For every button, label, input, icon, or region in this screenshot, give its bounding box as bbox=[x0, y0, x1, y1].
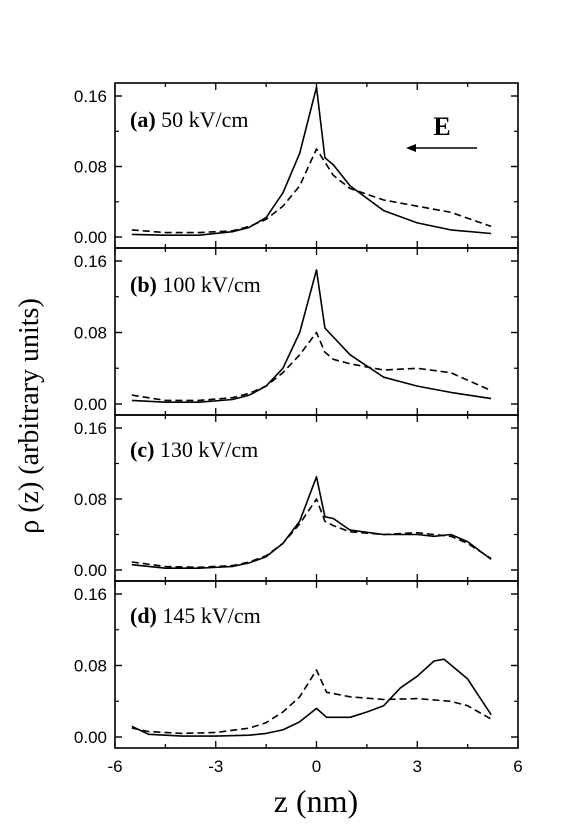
panel-b: 0.00 0.08 0.16 (b) 100 kV/cm bbox=[74, 247, 519, 416]
x-tick-label: -6 bbox=[107, 757, 122, 776]
panel-label: (b) 100 kV/cm bbox=[130, 272, 261, 297]
series-line-dashed bbox=[131, 498, 492, 569]
series-line-solid bbox=[131, 475, 492, 570]
panel-letter: (b) bbox=[130, 272, 157, 297]
field-strength-label: 50 kV/cm bbox=[156, 107, 249, 132]
y-tick-label: 0.08 bbox=[74, 324, 107, 343]
y-tick-label: 0.00 bbox=[74, 728, 107, 747]
x-tick-label: 0 bbox=[312, 757, 321, 776]
panel-label: (c) 130 kV/cm bbox=[130, 437, 258, 462]
series-line-solid bbox=[131, 269, 492, 404]
series-line-dashed bbox=[131, 331, 492, 402]
field-arrow-head bbox=[406, 144, 416, 152]
field-strength-label: 145 kV/cm bbox=[157, 603, 261, 628]
x-tick-label: 6 bbox=[513, 757, 522, 776]
y-tick-label: 0.16 bbox=[74, 419, 107, 438]
panel-letter: (c) bbox=[130, 437, 154, 462]
y-tick-label: 0.16 bbox=[74, 585, 107, 604]
series-line-solid bbox=[131, 86, 492, 236]
panel-letter: (a) bbox=[130, 107, 156, 132]
panel-d: 0.00 0.08 0.16 (d) 145 kV/cm -6 -3 0 3 6 bbox=[74, 580, 523, 776]
series-line-dashed bbox=[131, 148, 492, 234]
y-tick-label: 0.08 bbox=[74, 490, 107, 509]
y-tick-label: 0.00 bbox=[74, 395, 107, 414]
y-tick-label: 0.16 bbox=[74, 87, 107, 106]
x-axis-label: z (nm) bbox=[274, 783, 358, 819]
panel-label: (d) 145 kV/cm bbox=[130, 603, 261, 628]
y-tick-label: 0.00 bbox=[74, 561, 107, 580]
y-tick-label: 0.00 bbox=[74, 228, 107, 247]
series-line-solid bbox=[131, 658, 492, 737]
panel-letter: (d) bbox=[130, 603, 157, 628]
x-tick-label: -3 bbox=[208, 757, 223, 776]
field-strength-label: 130 kV/cm bbox=[154, 437, 258, 462]
x-tick-label: 3 bbox=[413, 757, 422, 776]
series-line-dashed bbox=[131, 669, 492, 735]
panel-label: (a) 50 kV/cm bbox=[130, 107, 249, 132]
panel-c: 0.00 0.08 0.16 (c) 130 kV/cm bbox=[74, 414, 519, 582]
y-axis-label: ρ (z) (arbitrary units) bbox=[14, 298, 45, 534]
panels: 0.00 0.08 0.16 (a) 50 kV/cm E 0.00 0.08 0.16 (b)… bbox=[74, 82, 523, 776]
field-direction-label: E bbox=[433, 112, 450, 141]
y-tick-label: 0.08 bbox=[74, 158, 107, 177]
panel-a: 0.00 0.08 0.16 (a) 50 kV/cm E bbox=[74, 82, 519, 249]
y-tick-label: 0.16 bbox=[74, 252, 107, 271]
y-tick-label: 0.08 bbox=[74, 657, 107, 676]
field-strength-label: 100 kV/cm bbox=[157, 272, 261, 297]
